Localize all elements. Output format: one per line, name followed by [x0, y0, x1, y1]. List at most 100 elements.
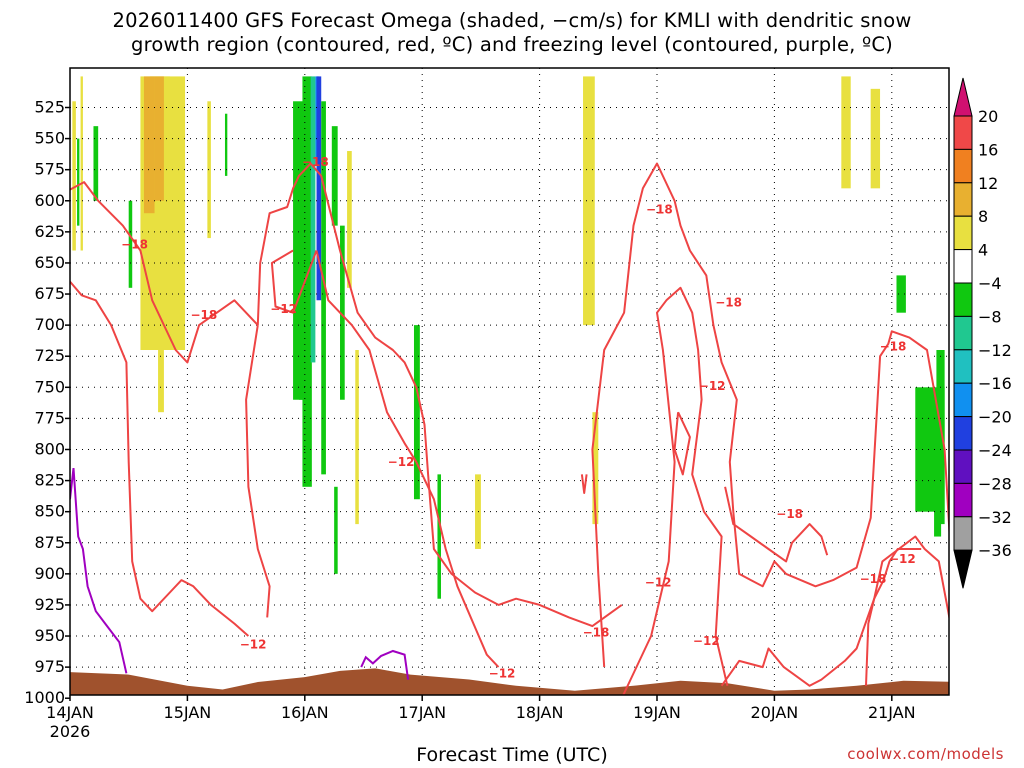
dgz-contour-11 — [724, 486, 829, 563]
x-axis-label: Forecast Time (UTC) — [416, 744, 608, 766]
contour-label-11: −12 — [645, 576, 672, 590]
y-tick-label-4: 625 — [34, 222, 65, 241]
colorbar-label-0: 20 — [978, 107, 998, 126]
colorbar-swatch-9 — [953, 382, 973, 418]
dgz-contour-5 — [315, 250, 500, 668]
contour-label-8: −18 — [646, 202, 673, 216]
y-tick-label-1: 550 — [34, 129, 65, 148]
y-tick-label-13: 850 — [34, 502, 65, 521]
contour-label-5: −12 — [388, 455, 415, 469]
dgz-contour-6 — [591, 162, 949, 668]
omega-cell-17 — [347, 151, 352, 288]
y-tick-label-2: 575 — [34, 160, 65, 179]
colorbar-label-13: −36 — [978, 541, 1012, 560]
dgz-contour-0 — [70, 181, 259, 364]
x-axis: 14JAN 15JAN 16JAN 17JAN 18JAN 19JAN 20JAN 21JAN… — [46, 695, 916, 741]
colorbar-swatch-0 — [953, 77, 973, 117]
omega-cell-6 — [154, 76, 164, 201]
freezing-contour-0 — [70, 467, 128, 674]
omega-cell-14 — [321, 101, 326, 475]
contour-label-0: −18 — [121, 237, 148, 251]
plot-frame — [69, 67, 950, 696]
y-tick-label-10: 775 — [34, 408, 65, 427]
colorbar-swatch-14 — [953, 549, 973, 589]
contour-label-15: −18 — [880, 339, 907, 353]
grid-lines — [70, 68, 949, 695]
colorbar-label-7: −12 — [978, 341, 1012, 360]
dgz-contours — [70, 162, 949, 695]
colorbar-label-8: −16 — [978, 374, 1012, 393]
omega-cell-15 — [331, 126, 338, 226]
colorbar-swatch-8 — [953, 349, 973, 384]
contour-labels: −18−18 −12−12−18−12−12−18−18−18−12−12−12−… — [121, 155, 916, 680]
colorbar-swatch-7 — [953, 315, 973, 351]
y-tick-label-8: 725 — [34, 346, 65, 365]
y-tick-label-0: 525 — [34, 98, 65, 117]
chart-title-line2: growth region (contoured, red, ºC) and f… — [131, 33, 893, 56]
x-tick-label-2: 16JAN — [281, 703, 329, 722]
colorbar-label-6: −8 — [978, 307, 1002, 326]
x-tick-label-4: 18JAN — [516, 703, 564, 722]
dgz-contour-2 — [245, 324, 271, 618]
y-tick-label-7: 700 — [34, 315, 65, 334]
colorbar-label-1: 16 — [978, 140, 998, 159]
contour-label-1: −18 — [190, 308, 217, 322]
omega-cell-24 — [841, 76, 851, 189]
terrain-surface — [70, 668, 949, 695]
colorbar-label-2: 12 — [978, 174, 998, 193]
omega-cell-13 — [316, 76, 322, 301]
omega-cell-21 — [475, 474, 481, 549]
omega-shading — [72, 76, 945, 599]
omega-cell-28 — [936, 350, 945, 525]
dgz-contour-4 — [270, 249, 318, 314]
contour-label-12: −12 — [693, 634, 720, 648]
omega-cell-26 — [896, 275, 906, 313]
omega-cell-5 — [143, 76, 155, 214]
colorbar-swatch-11 — [953, 449, 973, 484]
omega-cell-23 — [592, 412, 599, 525]
colorbar-label-12: −32 — [978, 508, 1012, 527]
y-tick-label-17: 950 — [34, 626, 65, 645]
colorbar-swatch-4 — [953, 215, 973, 251]
dgz-contour-12 — [580, 474, 588, 494]
x-tick-label-5: 19JAN — [633, 703, 681, 722]
x-tick-label-3: 17JAN — [398, 703, 446, 722]
dgz-contour-9 — [865, 548, 922, 686]
contour-label-10: −12 — [699, 379, 726, 393]
omega-cell-1 — [72, 101, 76, 251]
dgz-contour-3 — [256, 162, 623, 628]
chart-title-line1: 2026011400 GFS Forecast Omega (shaded, −… — [112, 9, 912, 32]
colorbar-swatch-1 — [953, 115, 973, 150]
y-tick-label-9: 750 — [34, 377, 65, 396]
contour-label-13: −18 — [776, 507, 803, 521]
y-tick-label-3: 600 — [34, 191, 65, 210]
x-tick-label-7: 21JAN — [868, 703, 916, 722]
omega-cell-4 — [158, 350, 164, 413]
colorbar: 20 16 12 8 4 −4 −8 −12 −16 −20 −24 −28 −32 −36 — [953, 77, 1012, 589]
omega-cell-30 — [77, 138, 80, 226]
colorbar-swatch-13 — [953, 516, 973, 551]
omega-cell-31 — [93, 126, 99, 201]
freezing-level-contour — [70, 467, 410, 680]
y-tick-label-15: 900 — [34, 564, 65, 583]
y-axis: 525 550 575 600 625 650 675 700 725 750 775 800 825 8… — [24, 98, 70, 707]
colorbar-label-4: 4 — [978, 241, 988, 260]
omega-cell-34 — [334, 486, 338, 574]
colorbar-swatch-12 — [953, 482, 973, 518]
colorbar-label-3: 8 — [978, 207, 988, 226]
colorbar-label-5: −4 — [978, 274, 1002, 293]
omega-cell-16 — [340, 225, 345, 400]
contour-label-7: −18 — [583, 625, 610, 639]
omega-cell-19 — [413, 325, 420, 500]
contour-label-14: −18 — [860, 572, 887, 586]
x-tick-label-0: 14JAN — [46, 703, 94, 722]
dgz-contour-10 — [673, 411, 691, 476]
omega-cell-29 — [934, 499, 942, 537]
y-tick-label-5: 650 — [34, 253, 65, 272]
omega-cell-9 — [293, 101, 305, 400]
omega-cell-0 — [80, 76, 83, 251]
dgz-contour-8 — [720, 535, 949, 687]
contour-label-16: −12 — [889, 552, 916, 566]
colorbar-label-9: −20 — [978, 408, 1012, 427]
